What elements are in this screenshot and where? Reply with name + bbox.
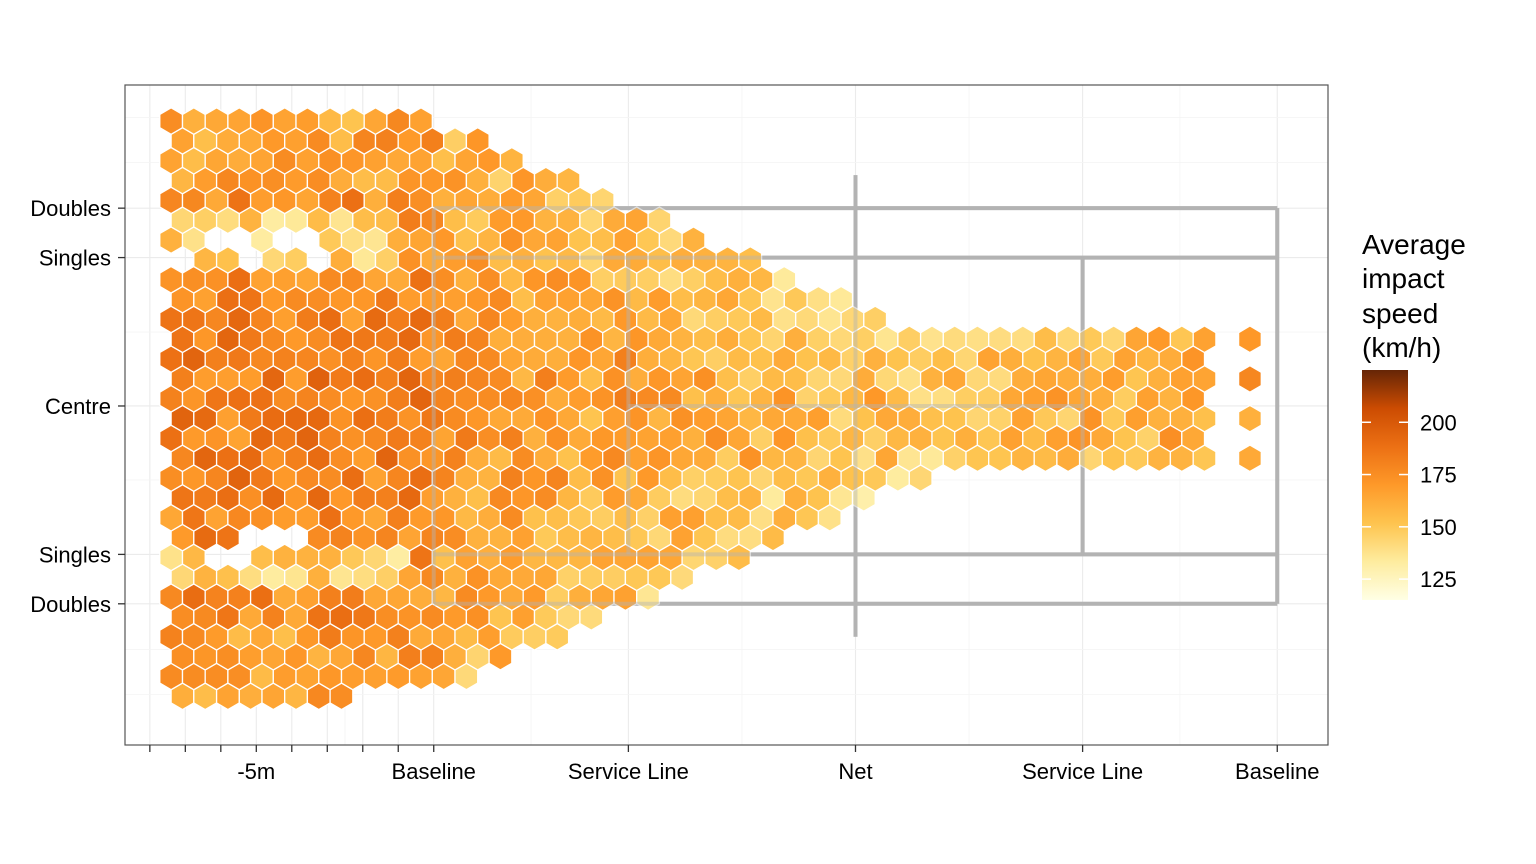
x-tick-label: Baseline [1235, 759, 1319, 784]
hex-bin [1192, 325, 1217, 354]
hex-bin [272, 543, 297, 572]
hex-bin [159, 265, 184, 294]
hex-bin [1237, 364, 1262, 393]
hex-bin [715, 245, 740, 274]
hex-bin [965, 325, 990, 354]
y-tick-label: Singles [39, 246, 111, 271]
hex-bin [806, 285, 831, 314]
hex-bin [272, 107, 297, 136]
legend-colorbar [1362, 370, 1408, 600]
hex-bin [318, 107, 343, 136]
hex-bin [1169, 325, 1194, 354]
hex-bin [647, 206, 672, 235]
y-tick-label: Centre [45, 394, 111, 419]
y-tick-label: Singles [39, 542, 111, 567]
hex-bin [988, 325, 1013, 354]
hex-bin [942, 325, 967, 354]
legend-title-line-3: speed [1362, 298, 1438, 329]
hex-bins [159, 107, 1262, 711]
hex-bin [443, 126, 468, 155]
legend-title-line-1: Average [1362, 229, 1466, 260]
y-tick-label: Doubles [30, 592, 111, 617]
y-tick-label: Doubles [30, 196, 111, 221]
legend-title-line-2: impact [1362, 263, 1445, 294]
hex-bin [215, 245, 240, 274]
x-tick-label: Service Line [568, 759, 689, 784]
legend-title-line-4: (km/h) [1362, 332, 1441, 363]
hex-bin [897, 325, 922, 354]
x-tick-label: Net [838, 759, 872, 784]
hex-bin [363, 107, 388, 136]
hex-bin [1124, 325, 1149, 354]
y-axis: Doubles Singles Centre Singles Doubles [30, 196, 125, 617]
legend-label: 125 [1420, 567, 1457, 592]
hex-bin [159, 107, 184, 136]
court-lines-overlay [431, 175, 1280, 637]
hex-bin [227, 107, 252, 136]
hex-bin [1010, 325, 1035, 354]
legend: Average impact speed (km/h) 125 150 175 200 [1362, 229, 1466, 600]
legend-label: 200 [1420, 410, 1457, 435]
hex-bin [681, 226, 706, 255]
hex-bin [533, 166, 558, 195]
hex-bin [386, 107, 411, 136]
hex-bin [863, 305, 888, 334]
hex-bin [284, 245, 309, 274]
x-tick-label: Baseline [392, 759, 476, 784]
legend-label: 150 [1420, 515, 1457, 540]
hex-bin [249, 107, 274, 136]
hex-bin [738, 245, 763, 274]
hex-bin [556, 166, 581, 195]
hex-bin [465, 126, 490, 155]
x-tick-label: -5m [237, 759, 275, 784]
panel-border [124, 84, 1329, 746]
hex-bin [215, 563, 240, 592]
hex-bin [624, 206, 649, 235]
hex-bin [919, 325, 944, 354]
hex-bin [249, 543, 274, 572]
hex-bin [1237, 444, 1262, 473]
hex-bin [1033, 325, 1058, 354]
hex-bin [181, 107, 206, 136]
hex-bin [1237, 404, 1262, 433]
hex-bin [772, 265, 797, 294]
x-tick-label: Service Line [1022, 759, 1143, 784]
hex-bin [1147, 325, 1172, 354]
hex-bin [499, 146, 524, 175]
legend-label: 175 [1420, 463, 1457, 488]
hex-bin [590, 186, 615, 215]
hex-bin [408, 107, 433, 136]
hex-bin [295, 107, 320, 136]
hex-bin [1101, 325, 1126, 354]
legend-ticks: 125 150 175 200 [1362, 410, 1457, 592]
hex-bin [340, 107, 365, 136]
hex-bin [204, 107, 229, 136]
hex-bin [1237, 325, 1262, 354]
hex-bin [1056, 325, 1081, 354]
x-axis: -5m Baseline Service Line Net Service Line Ba… [149, 745, 1319, 784]
hex-bin [829, 285, 854, 314]
